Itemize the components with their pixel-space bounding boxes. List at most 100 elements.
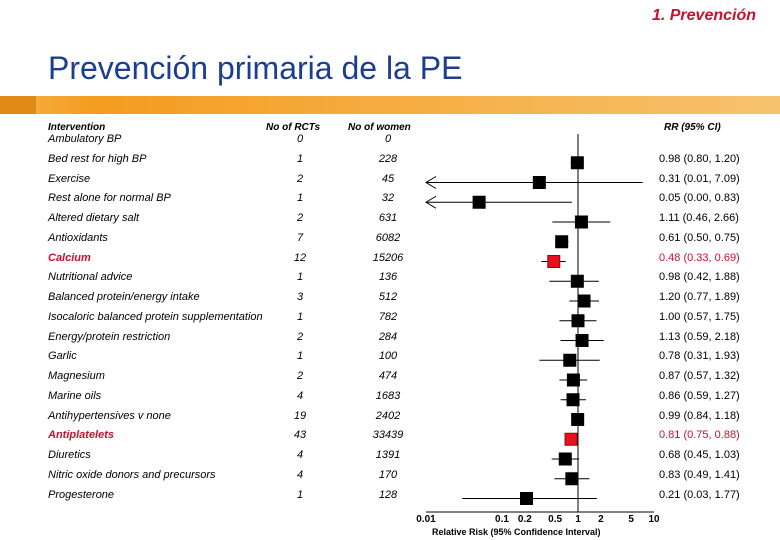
- point-estimate: [519, 492, 533, 505]
- x-axis-label: Relative Risk (95% Confidence Interval): [432, 527, 601, 537]
- row-rcts: 12: [293, 251, 307, 264]
- row-women: 228: [378, 152, 398, 165]
- row-rcts: 2: [296, 212, 304, 224]
- row-rcts: 7: [296, 231, 304, 244]
- row-women: 0: [384, 133, 392, 145]
- row-label: Balanced protein/energy intake: [48, 291, 200, 303]
- row-label: Antihypertensives v none: [48, 409, 171, 422]
- row-label: Exercise: [48, 172, 91, 185]
- row-label: Garlic: [48, 350, 77, 363]
- row-label: Antioxidants: [48, 231, 108, 244]
- row-rcts: 2: [296, 370, 304, 382]
- row-label: Marine oils: [48, 389, 102, 402]
- point-estimate: [570, 274, 584, 288]
- row-rcts: 1: [296, 350, 304, 363]
- point-estimate: [558, 452, 572, 466]
- row-rr-text: 0.05 (0.00, 0.83): [659, 192, 740, 205]
- x-tick-label: 5: [628, 514, 634, 525]
- point-estimate: [575, 334, 589, 347]
- row-rcts: 1: [296, 192, 304, 205]
- column-header-rr: RR (95% CI): [664, 122, 721, 133]
- row-rcts: 2: [296, 330, 304, 343]
- row-label: Diuretics: [48, 449, 91, 461]
- row-women: 1391: [375, 449, 401, 461]
- x-tick-label: 0.2: [517, 514, 532, 525]
- point-estimate: [574, 215, 588, 229]
- page-title: Prevención primaria de la PE: [48, 50, 463, 86]
- point-estimate: [571, 413, 585, 426]
- row-label: Energy/protein restriction: [48, 330, 171, 343]
- row-label: Bed rest for high BP: [48, 152, 147, 165]
- row-label: Ambulatory BP: [48, 133, 122, 145]
- row-rr-text: 0.81 (0.75, 0.88): [659, 429, 740, 442]
- row-women: 474: [378, 370, 398, 382]
- row-rr-text: 0.68 (0.45, 1.03): [659, 449, 740, 461]
- row-rr-text: 0.87 (0.57, 1.32): [659, 370, 740, 382]
- point-estimate: [555, 235, 569, 249]
- row-rr-text: 1.20 (0.77, 1.89): [659, 291, 740, 303]
- row-rcts: 1: [296, 271, 304, 284]
- point-estimate: [472, 195, 486, 209]
- ci-arrow: [425, 195, 437, 209]
- row-label: Calcium: [48, 251, 91, 264]
- point-estimate: [570, 156, 584, 170]
- column-header-women: No of women: [348, 122, 411, 133]
- row-women: 15206: [372, 251, 404, 264]
- row-women: 100: [378, 350, 398, 363]
- row-women: 170: [378, 468, 398, 481]
- x-tick-label: 0.01: [416, 514, 436, 525]
- row-rcts: 43: [293, 429, 307, 442]
- row-rcts: 4: [296, 468, 304, 481]
- row-rr-text: 0.61 (0.50, 0.75): [659, 231, 740, 244]
- row-rr-text: 1.00 (0.57, 1.75): [659, 310, 740, 323]
- x-tick-label: 0.1: [495, 514, 509, 525]
- row-label: Antiplatelets: [48, 429, 115, 442]
- row-women: 6082: [375, 231, 401, 244]
- row-women: 284: [378, 330, 398, 343]
- row-rcts: 1: [296, 152, 304, 165]
- row-women: 1683: [375, 389, 401, 402]
- row-label: Nitric oxide donors and precursors: [48, 468, 216, 481]
- row-rcts: 2: [296, 172, 304, 185]
- column-header-intervention: Intervention: [48, 122, 106, 133]
- row-label: Progesterone: [48, 488, 115, 501]
- row-label: Nutritional advice: [48, 271, 133, 284]
- row-label: Rest alone for normal BP: [48, 192, 171, 205]
- row-rr-text: 0.48 (0.33, 0.69): [659, 251, 740, 264]
- section-label: 1. Prevención: [651, 7, 756, 24]
- row-rr-text: 0.86 (0.59, 1.27): [659, 389, 740, 402]
- point-estimate: [547, 255, 561, 268]
- ci-arrow: [425, 176, 437, 189]
- row-rr-text: 0.98 (0.42, 1.88): [659, 271, 740, 284]
- row-rcts: 4: [296, 389, 304, 402]
- point-estimate: [532, 176, 546, 189]
- row-label: Magnesium: [48, 370, 105, 382]
- row-women: 136: [378, 271, 398, 284]
- row-women: 782: [378, 310, 398, 323]
- row-rr-text: 0.98 (0.80, 1.20): [659, 152, 740, 165]
- row-rcts: 4: [296, 449, 304, 461]
- row-women: 33439: [372, 429, 404, 442]
- title-underline-band-dark: [0, 96, 36, 114]
- point-estimate: [563, 353, 577, 367]
- row-women: 45: [381, 172, 395, 185]
- x-tick-label: 2: [598, 514, 604, 525]
- row-rcts: 19: [293, 409, 307, 422]
- point-estimate: [577, 294, 591, 308]
- column-header-rcts: No of RCTs: [266, 122, 321, 133]
- row-women: 2402: [375, 409, 401, 422]
- x-tick-label: 0.5: [548, 514, 563, 525]
- row-rr-text: 0.31 (0.01, 7.09): [659, 172, 740, 185]
- point-estimate: [566, 393, 580, 407]
- row-women: 631: [378, 212, 398, 224]
- row-rcts: 1: [296, 488, 304, 501]
- row-rr-text: 1.11 (0.46, 2.66): [659, 212, 739, 224]
- point-estimate: [564, 432, 578, 446]
- row-rr-text: 0.99 (0.84, 1.18): [659, 409, 740, 422]
- row-rcts: 0: [296, 133, 304, 145]
- row-women: 128: [378, 488, 398, 501]
- x-tick-label: 10: [648, 514, 660, 525]
- point-estimate: [571, 314, 585, 328]
- row-rr-text: 0.78 (0.31, 1.93): [659, 350, 740, 363]
